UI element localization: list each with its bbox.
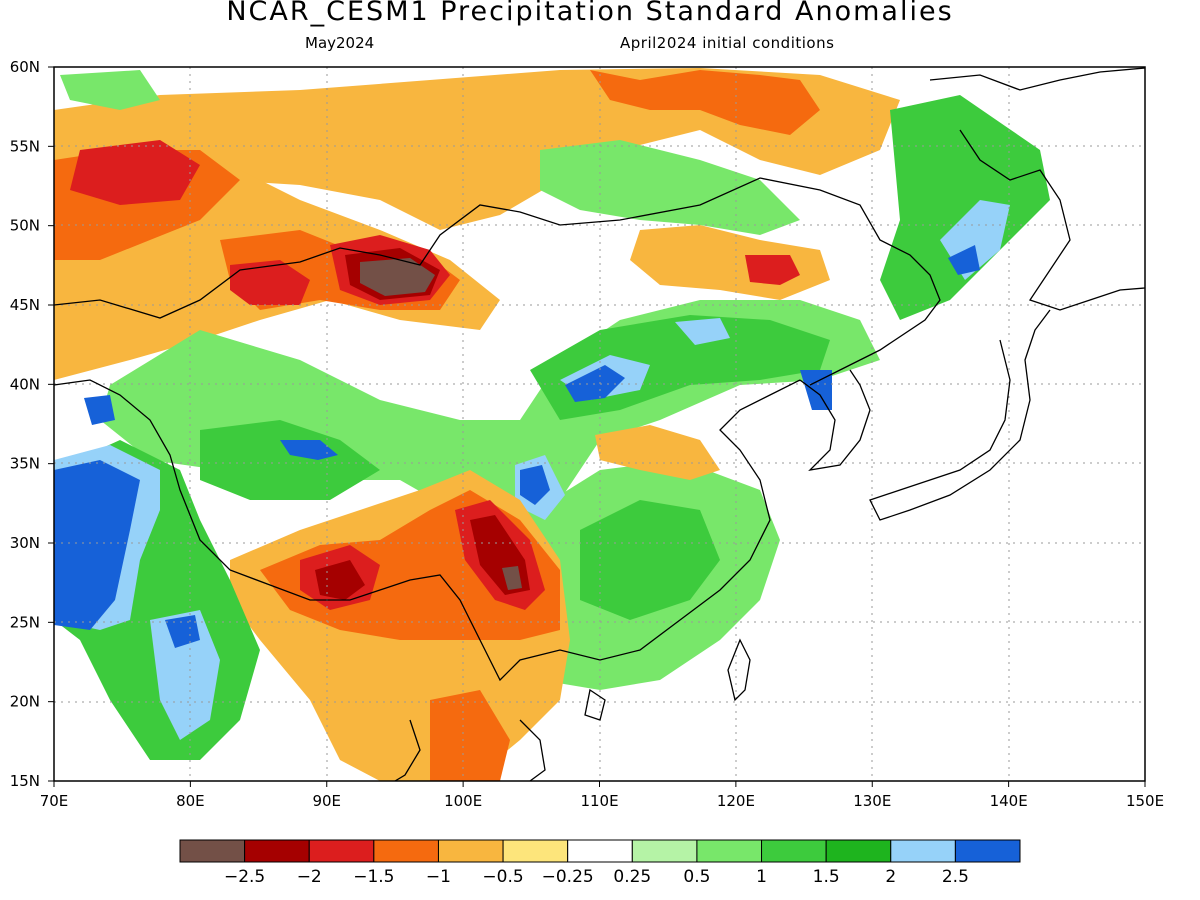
colorbar (179, 839, 1021, 863)
initial-conditions: April2024 initial conditions (620, 34, 835, 52)
lat-label: 15N (10, 772, 40, 790)
lon-label: 140E (990, 792, 1028, 810)
lat-label: 55N (10, 137, 40, 155)
anomaly-dry-kazakh-3 (70, 140, 200, 205)
lat-label: 60N (10, 58, 40, 76)
longitude-labels: 70E 80E 90E 100E 110E 120E 130E 140E 150E (40, 781, 1164, 810)
anomaly-wet-india-central (150, 610, 220, 740)
colorbar-swatch (890, 839, 956, 863)
anomaly-dry-bhutan-core (315, 560, 365, 600)
anomaly-wet-central-core (200, 420, 380, 500)
colorbar-swatch (373, 839, 439, 863)
anomaly-dry-yunnan-extreme (502, 566, 522, 590)
colorbar-label: −1 (426, 867, 451, 887)
lat-label: 25N (10, 613, 40, 631)
forecast-month: May2024 (305, 34, 375, 52)
anomaly-wet-korea (800, 370, 832, 410)
coastlines-borders (54, 67, 1145, 781)
colorbar-swatch (567, 839, 633, 863)
lat-label: 35N (10, 455, 40, 473)
anomaly-wet-india-core (165, 615, 200, 648)
anomaly-dry-yangtze (595, 425, 720, 480)
anomaly-wet-west-siberia (60, 70, 160, 110)
lon-label: 70E (40, 792, 69, 810)
anomaly-wet-amur-core (948, 245, 980, 275)
anomaly-dry-kazakh-4 (230, 260, 310, 305)
anomaly-wet-manchuria (880, 95, 1050, 320)
lat-label: 30N (10, 534, 40, 552)
anomaly-wet-qaidam (280, 440, 338, 460)
anomaly-wet-mongolia (540, 140, 800, 235)
lat-label: 45N (10, 296, 40, 314)
lon-label: 80E (176, 792, 205, 810)
colorbar-swatch (179, 839, 246, 863)
colorbar-label: −2 (297, 867, 322, 887)
lon-label: 130E (853, 792, 891, 810)
anomaly-dry-siberia (590, 70, 820, 135)
colorbar-label: 0.5 (683, 867, 710, 887)
colorbar-swatch (631, 839, 698, 863)
colorbar-label: −0.25 (542, 867, 594, 887)
anomaly-dry-altai-extreme (360, 258, 435, 296)
colorbar-label: −1.5 (353, 867, 394, 887)
anomaly-field (54, 67, 1145, 781)
lat-label: 40N (10, 375, 40, 393)
colorbar-label: 1 (756, 867, 767, 887)
colorbar-swatch (761, 839, 827, 863)
lat-label: 20N (10, 693, 40, 711)
colorbar-swatch (954, 839, 1021, 863)
anomaly-dry-mongolia-core (745, 255, 800, 285)
grid-lines (54, 67, 1145, 781)
colorbar-label: 0.25 (613, 867, 651, 887)
anomaly-dry-indochina (430, 690, 510, 781)
anomaly-wet-inner-mongolia (675, 318, 730, 345)
colorbar-swatch (696, 839, 763, 863)
colorbar-swatch (308, 839, 375, 863)
lon-label: 110E (580, 792, 618, 810)
latitude-labels: 15N 20N 25N 30N 35N 40N 45N 50N 55N 60N (10, 58, 54, 790)
colorbar-swatch (437, 839, 504, 863)
colorbar-label: 2 (885, 867, 896, 887)
lat-label: 50N (10, 217, 40, 235)
map-title: NCAR_CESM1 Precipitation Standard Anomal… (226, 0, 954, 27)
lon-label: 120E (717, 792, 755, 810)
colorbar-labels: −2.5 −2 −1.5 −1 −0.5 −0.25 0.25 0.5 1 1.5 2 2.5 (224, 867, 969, 887)
colorbar-label: −0.5 (482, 867, 523, 887)
colorbar-swatch (244, 839, 310, 863)
lon-label: 150E (1126, 792, 1164, 810)
colorbar-label: −2.5 (224, 867, 265, 887)
lon-label: 100E (444, 792, 482, 810)
lon-label: 90E (312, 792, 341, 810)
colorbar-label: 1.5 (813, 867, 840, 887)
anomaly-wet-sichuan-core (520, 465, 550, 505)
colorbar-swatch (825, 839, 892, 863)
anomaly-wet-pakistan-core (54, 460, 140, 630)
anomaly-wet-tajik (84, 395, 115, 425)
colorbar-swatch (502, 839, 569, 863)
colorbar-label: 2.5 (942, 867, 969, 887)
anomaly-wet-south-china-core (580, 500, 720, 620)
